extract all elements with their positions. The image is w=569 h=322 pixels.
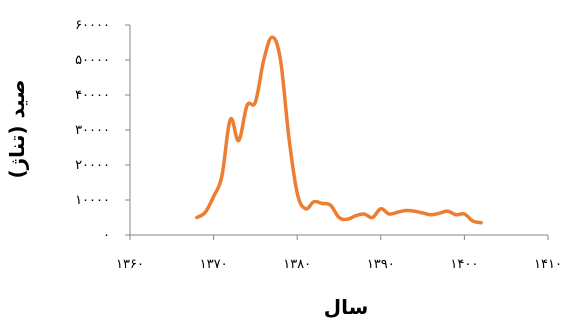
x-tick-label: ۱۴۰۰ (450, 257, 478, 272)
x-axis-title: سال (324, 295, 369, 319)
y-tick-label: ۳۰۰۰۰ (75, 123, 110, 138)
series-line (195, 35, 483, 225)
x-axis-ticks: ۱۳۶۰ ۱۳۷۰ ۱۳۸۰ ۱۳۹۰ ۱۴۰۰ ۱۴۱۰ (116, 235, 562, 272)
y-tick-label: ۰ (103, 228, 110, 243)
y-tick-label: ۴۰۰۰۰ (75, 88, 110, 103)
y-tick-label: ۵۰۰۰۰ (75, 53, 110, 68)
y-tick-label: ۲۰۰۰۰ (75, 158, 110, 173)
x-tick-label: ۱۳۹۰ (367, 257, 395, 272)
y-axis-ticks: ۰ ۱۰۰۰۰ ۲۰۰۰۰ ۳۰۰۰۰ ۴۰۰۰۰ ۵۰۰۰۰ ۶۰۰۰۰ (75, 18, 130, 243)
x-tick-label: ۱۳۷۰ (200, 257, 228, 272)
x-tick-label: ۱۴۱۰ (534, 257, 562, 272)
x-tick-label: ۱۳۶۰ (116, 257, 144, 272)
axes (129, 25, 548, 236)
x-tick-label: ۱۳۸۰ (283, 257, 311, 272)
y-axis-title: صید (تناژ) (5, 80, 29, 179)
y-tick-label: ۶۰۰۰۰ (75, 18, 110, 33)
y-tick-label: ۱۰۰۰۰ (75, 193, 110, 208)
series-layer (195, 35, 483, 225)
